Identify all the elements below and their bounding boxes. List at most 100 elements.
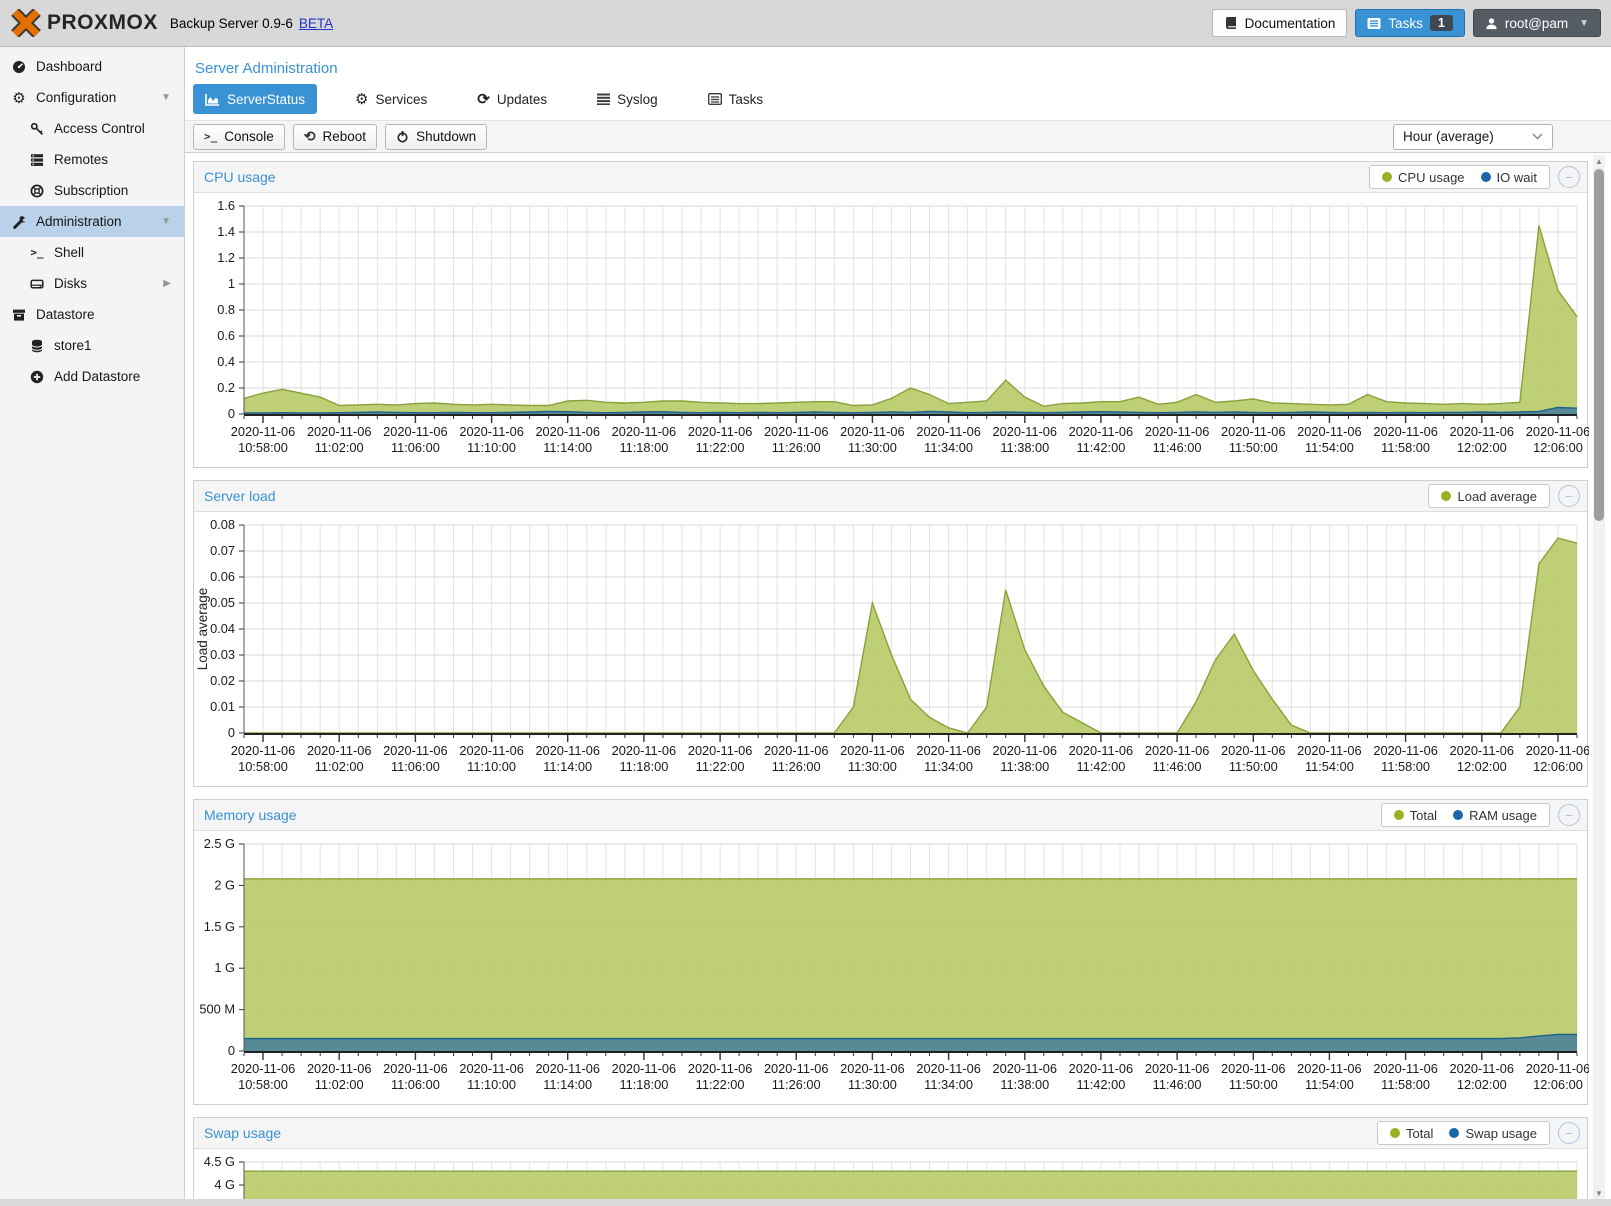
sidebar-item-administration[interactable]: Administration ▼ bbox=[0, 206, 184, 237]
sidebar-item-add-datastore[interactable]: Add Datastore bbox=[0, 361, 184, 392]
tasks-button[interactable]: Tasks 1 bbox=[1355, 9, 1465, 37]
legend-dot bbox=[1393, 810, 1404, 820]
memory-legend[interactable]: Total RAM usage bbox=[1380, 803, 1550, 827]
panel-server-load: Server load Load average − 0.08 0.07 0.06 0… bbox=[193, 480, 1590, 787]
svg-text:2020-11-06: 2020-11-06 bbox=[1221, 424, 1286, 439]
svg-text:2020-11-06: 2020-11-06 bbox=[1221, 743, 1286, 758]
svg-text:1 G: 1 G bbox=[214, 960, 235, 975]
svg-text:11:46:00: 11:46:00 bbox=[1153, 759, 1202, 774]
legend-dot bbox=[1453, 810, 1464, 820]
svg-text:2020-11-06: 2020-11-06 bbox=[1069, 1061, 1134, 1076]
svg-text:11:54:00: 11:54:00 bbox=[1305, 440, 1354, 455]
svg-text:11:38:00: 11:38:00 bbox=[1000, 1077, 1049, 1092]
dashboard-gauge-icon bbox=[10, 59, 28, 75]
legend-dot bbox=[1449, 1128, 1460, 1138]
shutdown-button[interactable]: Shutdown bbox=[385, 123, 488, 150]
collapse-icon[interactable]: − bbox=[1558, 1122, 1580, 1144]
svg-text:2020-11-06: 2020-11-06 bbox=[1450, 424, 1515, 439]
svg-text:2020-11-06: 2020-11-06 bbox=[231, 743, 296, 758]
svg-text:2020-11-06: 2020-11-06 bbox=[1373, 1061, 1438, 1076]
window-bottom-edge bbox=[0, 1199, 1611, 1206]
tab-updates[interactable]: ⟳ Updates bbox=[477, 90, 548, 108]
svg-text:11:14:00: 11:14:00 bbox=[543, 440, 592, 455]
svg-text:2020-11-06: 2020-11-06 bbox=[459, 1061, 524, 1076]
sidebar-item-remotes[interactable]: Remotes bbox=[0, 144, 184, 175]
sidebar-item-configuration[interactable]: ⚙ Configuration ▼ bbox=[0, 82, 184, 113]
collapse-icon[interactable]: − bbox=[1558, 804, 1580, 826]
proxmox-logo: PROXMOX Backup Server 0.9-6 BETA bbox=[10, 9, 333, 37]
cpu-legend[interactable]: CPU usage IO wait bbox=[1369, 165, 1550, 189]
svg-text:11:38:00: 11:38:00 bbox=[1000, 440, 1049, 455]
svg-text:10:58:00: 10:58:00 bbox=[238, 1077, 288, 1092]
svg-text:2020-11-06: 2020-11-06 bbox=[1450, 1061, 1515, 1076]
svg-text:0.07: 0.07 bbox=[210, 543, 235, 558]
hard-drive-icon bbox=[28, 276, 46, 292]
svg-text:2020-11-06: 2020-11-06 bbox=[764, 424, 829, 439]
collapse-icon[interactable]: − bbox=[1558, 166, 1580, 188]
scroll-down-arrow[interactable]: ▼ bbox=[1595, 1188, 1603, 1198]
swap-legend[interactable]: Total Swap usage bbox=[1376, 1121, 1550, 1145]
tab-tasks[interactable]: Tasks bbox=[696, 84, 776, 114]
svg-text:10:58:00: 10:58:00 bbox=[238, 759, 288, 774]
timeframe-select[interactable]: Hour (average) bbox=[1393, 123, 1553, 150]
vertical-scrollbar[interactable]: ▲ ▼ bbox=[1593, 155, 1605, 1199]
svg-text:2020-11-06: 2020-11-06 bbox=[307, 743, 372, 758]
svg-text:11:30:00: 11:30:00 bbox=[848, 759, 897, 774]
action-toolbar: >_ Console ⟲ Reboot Shutdown Hour (avera… bbox=[185, 120, 1611, 153]
svg-text:2020-11-06: 2020-11-06 bbox=[1526, 1061, 1589, 1076]
tab-serverstatus[interactable]: ServerStatus bbox=[193, 84, 318, 114]
sidebar-item-shell[interactable]: >_ Shell bbox=[0, 237, 184, 268]
svg-text:2020-11-06: 2020-11-06 bbox=[1069, 743, 1134, 758]
sidebar-item-disks[interactable]: Disks ▶ bbox=[0, 268, 184, 299]
svg-text:11:26:00: 11:26:00 bbox=[772, 440, 821, 455]
svg-text:10:58:00: 10:58:00 bbox=[238, 440, 288, 455]
server-load-legend[interactable]: Load average bbox=[1428, 484, 1550, 508]
database-icon bbox=[28, 338, 46, 354]
svg-text:0: 0 bbox=[228, 725, 235, 740]
svg-text:11:26:00: 11:26:00 bbox=[772, 759, 821, 774]
svg-text:11:22:00: 11:22:00 bbox=[696, 1077, 745, 1092]
proxmox-x-icon bbox=[10, 9, 42, 37]
svg-text:11:02:00: 11:02:00 bbox=[315, 759, 364, 774]
svg-text:2020-11-06: 2020-11-06 bbox=[231, 1061, 296, 1076]
page-title: Server Administration bbox=[195, 60, 338, 77]
sidebar-item-store1[interactable]: store1 bbox=[0, 330, 184, 361]
collapse-icon[interactable]: − bbox=[1558, 485, 1580, 507]
sidebar-item-access-control[interactable]: Access Control bbox=[0, 113, 184, 144]
chevron-down-icon: ▼ bbox=[1579, 17, 1589, 29]
svg-text:0.6: 0.6 bbox=[217, 328, 235, 343]
svg-text:11:42:00: 11:42:00 bbox=[1076, 440, 1125, 455]
tab-syslog[interactable]: Syslog bbox=[585, 84, 670, 114]
chevron-down-icon bbox=[1532, 133, 1543, 140]
panel-swap-usage: Swap usage Total Swap usage − 4.5 G4 G3.… bbox=[193, 1117, 1588, 1199]
svg-text:2020-11-06: 2020-11-06 bbox=[231, 424, 296, 439]
svg-text:11:50:00: 11:50:00 bbox=[1229, 759, 1278, 774]
svg-text:12:06:00: 12:06:00 bbox=[1533, 759, 1583, 774]
svg-text:1.2: 1.2 bbox=[217, 250, 235, 265]
reboot-button[interactable]: ⟲ Reboot bbox=[292, 123, 378, 150]
svg-text:11:02:00: 11:02:00 bbox=[315, 440, 364, 455]
svg-text:2020-11-06: 2020-11-06 bbox=[840, 424, 905, 439]
svg-text:0: 0 bbox=[228, 406, 235, 421]
sidebar-item-datastore[interactable]: Datastore bbox=[0, 299, 184, 330]
user-menu-button[interactable]: root@pam ▼ bbox=[1472, 9, 1601, 37]
beta-link[interactable]: BETA bbox=[298, 15, 334, 31]
svg-text:0.06: 0.06 bbox=[210, 569, 235, 584]
svg-text:11:06:00: 11:06:00 bbox=[391, 1077, 440, 1092]
sidebar-item-subscription[interactable]: Subscription bbox=[0, 175, 184, 206]
svg-text:500 M: 500 M bbox=[199, 1002, 235, 1017]
scroll-up-arrow[interactable]: ▲ bbox=[1595, 156, 1603, 166]
product-version: Backup Server 0.9-6 bbox=[169, 15, 293, 31]
svg-text:12:02:00: 12:02:00 bbox=[1457, 759, 1507, 774]
reboot-icon: ⟲ bbox=[303, 128, 316, 144]
tab-services[interactable]: ⚙ Services bbox=[355, 90, 428, 108]
legend-dot bbox=[1389, 1128, 1400, 1138]
svg-text:11:50:00: 11:50:00 bbox=[1229, 1077, 1278, 1092]
sidebar-item-dashboard[interactable]: Dashboard bbox=[0, 51, 184, 82]
scrollbar-thumb[interactable] bbox=[1594, 169, 1604, 521]
svg-text:11:02:00: 11:02:00 bbox=[315, 1077, 364, 1092]
documentation-button[interactable]: Documentation bbox=[1211, 9, 1348, 37]
console-button[interactable]: >_ Console bbox=[193, 123, 285, 150]
svg-text:2020-11-06: 2020-11-06 bbox=[383, 424, 448, 439]
